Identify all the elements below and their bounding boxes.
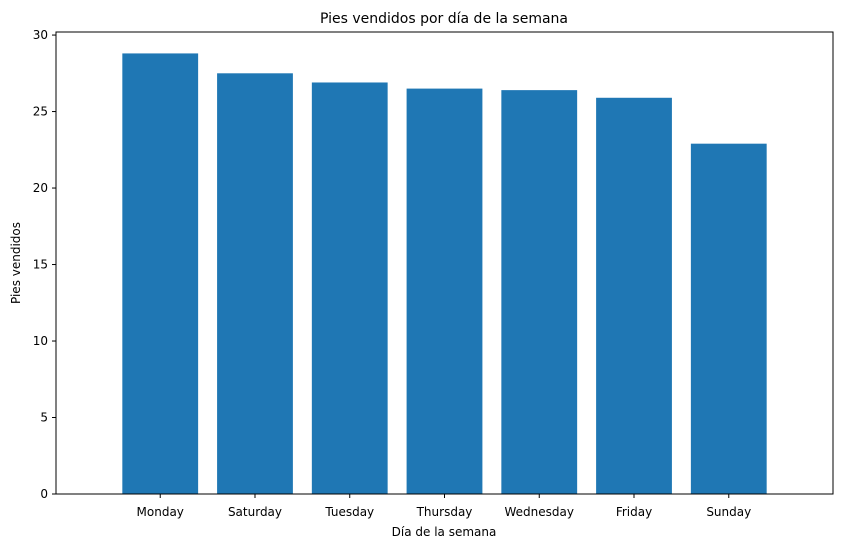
y-tick-label: 30 bbox=[33, 28, 48, 42]
y-tick-label: 5 bbox=[40, 411, 48, 425]
plot-frame bbox=[55, 31, 834, 495]
bars-group bbox=[122, 53, 767, 495]
y-tick-label: 15 bbox=[33, 258, 48, 272]
x-tick-label: Friday bbox=[616, 505, 652, 519]
bar-monday bbox=[122, 53, 199, 495]
y-tick-label: 25 bbox=[33, 105, 48, 119]
y-tick-label: 20 bbox=[33, 181, 48, 195]
y-axis-label: Pies vendidos bbox=[9, 222, 23, 304]
bar-friday bbox=[596, 97, 672, 494]
x-axis: Monday Saturday Tuesday Thursday Wednesday Fr… bbox=[137, 494, 751, 519]
x-tick-label: Tuesday bbox=[324, 505, 374, 519]
x-tick-label: Thursday bbox=[416, 505, 473, 519]
y-tick-label: 0 bbox=[40, 487, 48, 501]
bar-wednesday bbox=[501, 90, 578, 494]
bar-saturday bbox=[217, 73, 293, 495]
bar-thursday bbox=[406, 88, 483, 494]
y-tick-label: 10 bbox=[33, 334, 48, 348]
x-tick-label: Sunday bbox=[706, 505, 751, 519]
x-tick-label: Wednesday bbox=[505, 505, 574, 519]
x-tick-label: Saturday bbox=[228, 505, 282, 519]
bar-tuesday bbox=[311, 82, 388, 494]
chart-title: Pies vendidos por día de la semana bbox=[320, 11, 568, 27]
x-axis-label: Día de la semana bbox=[392, 525, 497, 539]
bar-sunday bbox=[690, 143, 767, 494]
x-tick-label: Monday bbox=[137, 505, 184, 519]
y-axis: 0 5 10 15 20 25 30 bbox=[33, 28, 56, 501]
